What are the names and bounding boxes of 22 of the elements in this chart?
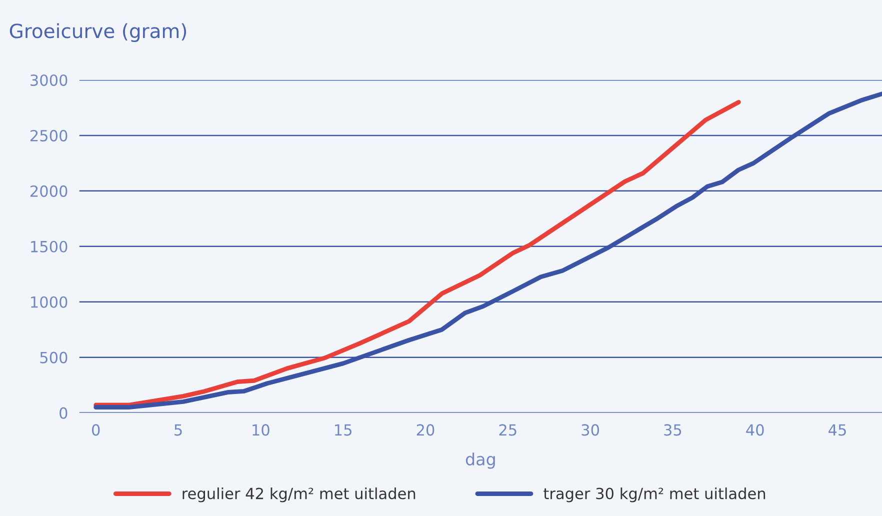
legend-label: trager 30 kg/m² met uitladen <box>544 487 766 502</box>
legend-label: regulier 42 kg/m² met uitladen <box>182 487 416 502</box>
y-tick-label: 1500 <box>31 240 68 252</box>
y-tick-label: 0 <box>60 407 68 419</box>
chart-title: Groeicurve (gram) <box>10 23 186 42</box>
x-tick-label: 30 <box>582 424 599 436</box>
x-axis-title: dag <box>466 452 495 469</box>
x-tick-label: 35 <box>664 424 682 436</box>
y-tick-label: 3000 <box>30 74 68 86</box>
x-tick-label: 25 <box>499 424 516 436</box>
x-tick-label: 0 <box>92 424 100 436</box>
y-tick-label: 2000 <box>30 185 68 197</box>
x-tick-label: 5 <box>174 424 182 436</box>
x-tick-label: 45 <box>828 424 846 436</box>
y-tick-label: 1000 <box>31 296 68 308</box>
y-tick-label: 500 <box>40 352 68 364</box>
x-tick-label: 40 <box>746 424 764 436</box>
x-tick-label: 15 <box>335 424 352 436</box>
x-tick-label: 10 <box>252 424 270 436</box>
x-tick-label: 20 <box>416 424 434 436</box>
line-series <box>94 100 741 408</box>
y-tick-label: 2500 <box>30 130 68 142</box>
